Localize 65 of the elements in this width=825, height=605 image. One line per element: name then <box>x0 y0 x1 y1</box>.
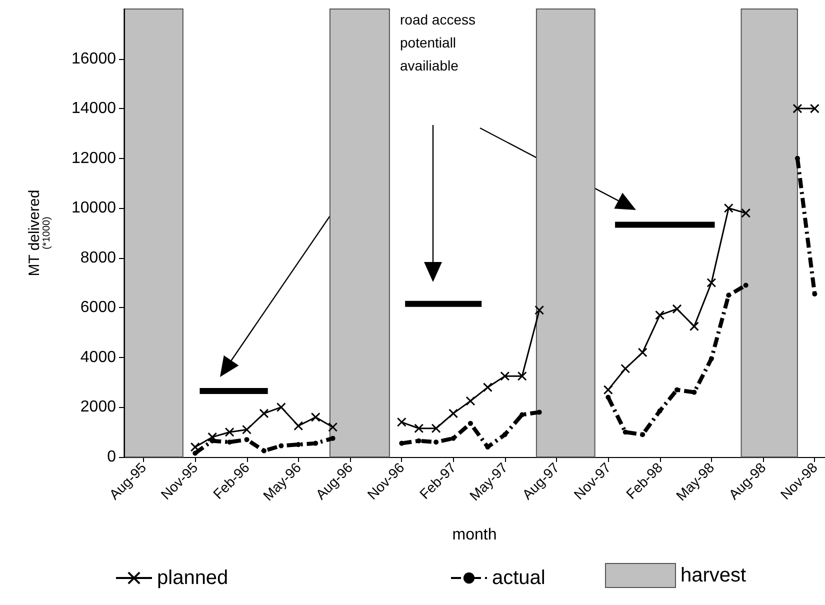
point <box>192 450 198 456</box>
point <box>434 440 439 445</box>
point <box>517 371 527 381</box>
point <box>724 203 734 213</box>
point <box>726 292 732 298</box>
point <box>468 420 473 426</box>
point <box>502 432 508 438</box>
point <box>208 432 218 442</box>
point <box>242 424 252 434</box>
point <box>606 394 611 400</box>
point <box>689 322 699 332</box>
point <box>657 408 662 414</box>
point <box>276 402 286 412</box>
point <box>638 348 648 358</box>
point <box>743 282 748 288</box>
point <box>450 436 456 441</box>
point <box>416 438 422 444</box>
legend-label: planned <box>157 567 228 589</box>
annotation: road access potentiall availiable <box>400 12 476 74</box>
point <box>810 104 820 114</box>
point <box>330 436 336 441</box>
y-tick-label: 0 <box>107 448 116 466</box>
x-axis-title: month <box>452 526 497 544</box>
point <box>655 310 665 320</box>
point <box>414 424 424 434</box>
y-tick-label: 16000 <box>72 50 116 68</box>
point <box>244 437 250 442</box>
point <box>674 387 680 392</box>
point <box>278 443 284 448</box>
point <box>482 382 492 392</box>
y-tick-label: 6000 <box>80 299 116 316</box>
point <box>706 278 716 288</box>
point <box>741 208 751 218</box>
point <box>620 364 630 374</box>
point <box>792 104 802 114</box>
point <box>328 422 338 432</box>
point <box>313 440 318 446</box>
y-tick-label: 12000 <box>72 150 116 167</box>
y-tick-label: 8000 <box>80 249 116 266</box>
y-tick-label: 4000 <box>80 348 116 366</box>
y-tick-label: 14000 <box>72 100 116 118</box>
y-tick-label: 10000 <box>72 200 116 217</box>
point <box>640 432 646 438</box>
point <box>534 305 544 315</box>
y-tick-label: 2000 <box>80 398 116 416</box>
point <box>672 304 682 314</box>
point <box>794 156 800 161</box>
point <box>431 424 441 434</box>
legend-label: actual <box>492 567 546 589</box>
point <box>261 448 266 454</box>
point <box>190 442 200 452</box>
point <box>708 356 714 362</box>
y-axis-title: MT delivered (*1000) <box>26 190 52 276</box>
point <box>224 427 234 437</box>
point <box>259 408 269 418</box>
point <box>622 430 628 435</box>
legend-label: harvest <box>680 564 747 586</box>
point <box>448 408 458 418</box>
point <box>466 396 476 406</box>
point <box>396 417 406 427</box>
point <box>500 371 510 381</box>
point <box>520 412 525 418</box>
point <box>603 385 613 395</box>
point <box>310 412 320 422</box>
point <box>294 421 304 431</box>
